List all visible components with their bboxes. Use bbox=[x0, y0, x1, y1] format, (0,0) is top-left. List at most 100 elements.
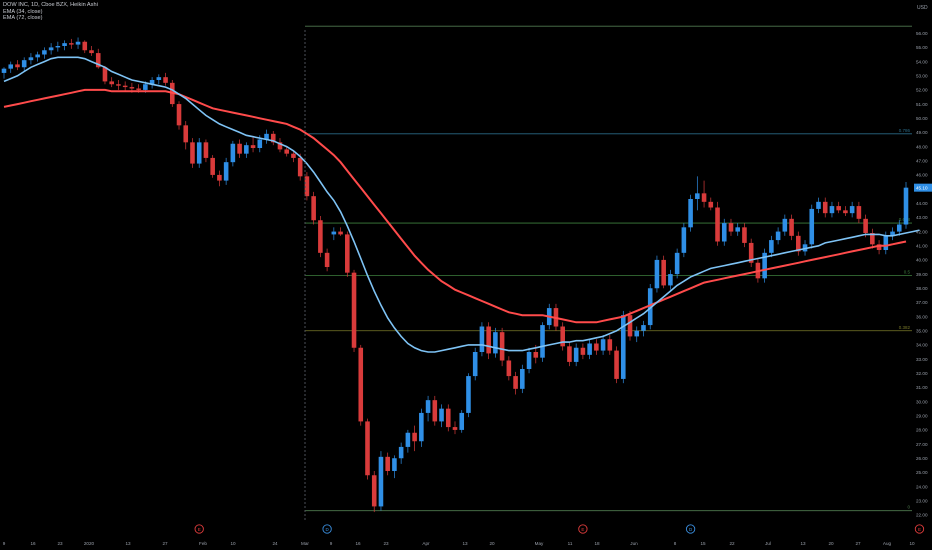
candle-body bbox=[762, 252, 767, 279]
candle-body bbox=[8, 64, 14, 69]
candle-body bbox=[506, 360, 512, 377]
candle-body bbox=[62, 43, 67, 46]
ema-34-legend[interactable]: EMA (34, close) bbox=[3, 8, 43, 15]
candle-body bbox=[493, 332, 498, 354]
price-tick-label: 31.00 bbox=[916, 385, 928, 390]
candle-bodies bbox=[1, 41, 909, 507]
candle-body bbox=[412, 432, 417, 442]
candle-body bbox=[742, 227, 747, 243]
price-tick-label: 54.00 bbox=[916, 59, 928, 64]
candle-body bbox=[324, 252, 330, 267]
candle-body bbox=[196, 142, 202, 164]
time-tick-label: 27 bbox=[162, 541, 168, 546]
price-tick-label: 37.00 bbox=[916, 300, 928, 305]
ema-72-legend[interactable]: EMA (72, close) bbox=[3, 15, 43, 22]
candle-body bbox=[829, 206, 835, 214]
candle-body bbox=[472, 352, 478, 377]
candle-body bbox=[116, 84, 121, 86]
candle-body bbox=[250, 145, 256, 148]
candle-body bbox=[614, 350, 619, 379]
candle-body bbox=[318, 220, 323, 253]
candle-body bbox=[668, 274, 673, 286]
price-tick-label: 26.00 bbox=[916, 456, 928, 461]
price-tick-label: 43.00 bbox=[916, 215, 928, 220]
candle-body bbox=[836, 206, 841, 211]
candle-body bbox=[203, 142, 209, 158]
candle-body bbox=[277, 142, 283, 150]
price-tick-label: 24.00 bbox=[916, 484, 928, 489]
currency-label: USD bbox=[917, 5, 928, 11]
candle-body bbox=[627, 315, 633, 337]
candle-body bbox=[620, 315, 626, 379]
candle-body bbox=[479, 326, 485, 352]
time-tick-label: Feb bbox=[199, 541, 207, 546]
candle-body bbox=[129, 87, 135, 89]
candle-body bbox=[291, 153, 296, 158]
fib-level-label: 0.786 bbox=[899, 128, 911, 133]
candle-body bbox=[163, 77, 168, 83]
candle-body bbox=[513, 376, 518, 389]
svg-text:USD: USD bbox=[917, 5, 928, 11]
candle-body bbox=[634, 330, 640, 337]
event-marker-icon bbox=[685, 524, 696, 534]
price-tick-label: 52.00 bbox=[916, 88, 928, 93]
candle-body bbox=[143, 84, 148, 90]
candle-body bbox=[223, 162, 229, 181]
price-tick-label: 32.00 bbox=[916, 371, 928, 376]
time-tick-label: 9 bbox=[3, 541, 6, 546]
time-tick-label: 10 bbox=[909, 541, 915, 546]
time-tick-label: 2020 bbox=[84, 541, 95, 546]
time-tick-label: 24 bbox=[272, 541, 278, 546]
event-marker-label: D bbox=[689, 527, 693, 532]
candle-body bbox=[284, 149, 290, 154]
candle-body bbox=[533, 352, 539, 358]
candle-body bbox=[843, 210, 848, 214]
time-tick-label: 11 bbox=[568, 541, 573, 546]
candle-body bbox=[782, 218, 788, 232]
price-tick-label: 46.00 bbox=[916, 173, 928, 178]
candle-body bbox=[351, 272, 357, 348]
ema-72-line bbox=[3, 88, 907, 324]
candle-body bbox=[35, 54, 40, 58]
candle-body bbox=[48, 47, 54, 51]
price-tick-label: 40.00 bbox=[916, 258, 928, 263]
candle-body bbox=[863, 218, 868, 233]
price-tick-label: 49.00 bbox=[916, 130, 928, 135]
candle-body bbox=[607, 339, 613, 351]
price-tick-label: 39.00 bbox=[916, 272, 928, 277]
candle-body bbox=[721, 223, 727, 242]
symbol-title[interactable]: DOW INC, 1D, Cboe BZX, Heikin Ashi bbox=[3, 2, 98, 8]
candle-body bbox=[735, 227, 741, 232]
candle-body bbox=[486, 326, 491, 354]
candle-body bbox=[654, 259, 660, 289]
time-tick-label: May bbox=[535, 541, 544, 546]
price-tick-label: 50.00 bbox=[916, 116, 928, 121]
candle-body bbox=[883, 235, 889, 250]
candle-body bbox=[75, 41, 81, 45]
candle-body bbox=[28, 57, 34, 61]
time-tick-label: 20 bbox=[489, 541, 495, 546]
price-tick-label: 41.00 bbox=[916, 243, 928, 248]
candle-body bbox=[701, 193, 707, 202]
candle-body bbox=[419, 412, 424, 442]
price-tick-label: 27.00 bbox=[916, 442, 928, 447]
candle-body bbox=[338, 231, 343, 235]
last-price-label: 45.10 bbox=[916, 185, 928, 190]
candle-body bbox=[695, 193, 700, 199]
candle-body bbox=[82, 41, 88, 51]
candle-body bbox=[190, 142, 195, 164]
price-tick-label: 23.00 bbox=[916, 498, 928, 503]
candle-body bbox=[661, 259, 666, 286]
price-tick-label: 28.00 bbox=[916, 428, 928, 433]
candle-body bbox=[816, 201, 821, 209]
price-tick-label: 25.00 bbox=[916, 470, 928, 475]
event-marker-label: E bbox=[581, 527, 584, 532]
price-tick-label: 47.00 bbox=[916, 158, 928, 163]
candle-body bbox=[42, 50, 47, 55]
candle-body bbox=[445, 408, 451, 428]
time-tick-label: 15 bbox=[700, 541, 706, 546]
candle-body bbox=[573, 347, 579, 362]
last-price-tag bbox=[914, 183, 932, 192]
